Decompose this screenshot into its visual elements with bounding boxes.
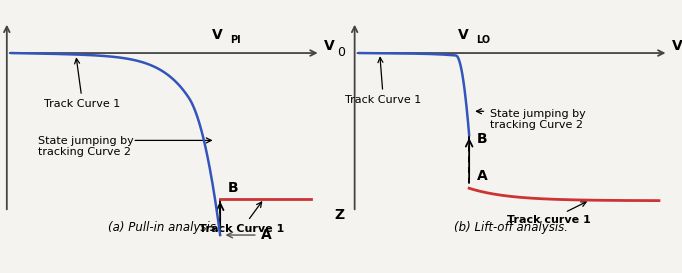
Text: Z: Z <box>334 208 344 222</box>
Text: State jumping by
tracking Curve 2: State jumping by tracking Curve 2 <box>38 136 134 158</box>
Text: Track Curve 1: Track Curve 1 <box>200 202 285 234</box>
Text: PI: PI <box>231 35 241 45</box>
Text: Track curve 1: Track curve 1 <box>507 202 591 225</box>
Text: V: V <box>672 39 682 53</box>
Text: (b) Lift-off analysis.: (b) Lift-off analysis. <box>454 221 569 234</box>
Text: Track Curve 1: Track Curve 1 <box>345 58 421 105</box>
Text: (a) Pull-in analysis.: (a) Pull-in analysis. <box>108 221 220 234</box>
Text: A: A <box>261 228 271 242</box>
Text: V: V <box>324 39 334 53</box>
Text: B: B <box>228 181 239 195</box>
Text: V: V <box>458 28 469 41</box>
Text: LO: LO <box>476 35 490 45</box>
Text: V: V <box>212 28 223 41</box>
Text: State jumping by
tracking Curve 2: State jumping by tracking Curve 2 <box>490 109 585 130</box>
Text: A: A <box>477 169 488 183</box>
Text: 0: 0 <box>337 46 345 58</box>
Text: B: B <box>477 132 488 146</box>
Text: Track Curve 1: Track Curve 1 <box>44 59 121 109</box>
